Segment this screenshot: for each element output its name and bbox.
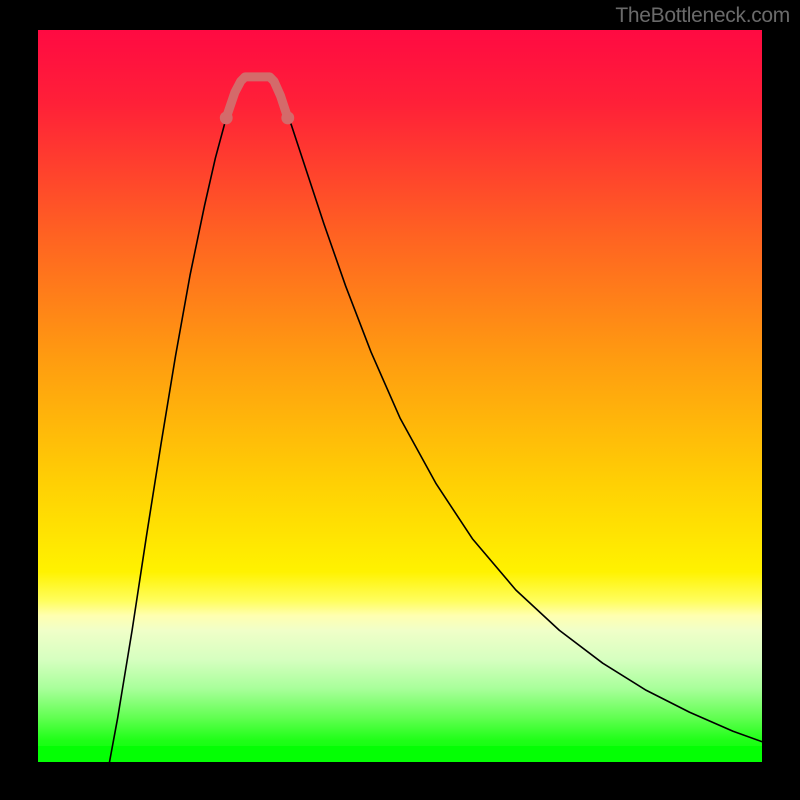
bottleneck-curve [107, 77, 762, 762]
optimal-range-endpoint [220, 111, 233, 124]
optimal-range-endpoint [281, 111, 294, 124]
watermark-text: TheBottleneck.com [615, 4, 790, 28]
chart-curve-layer [38, 30, 762, 762]
chart-outer-frame [0, 0, 800, 800]
optimal-range-marker [226, 77, 288, 118]
bottleneck-chart [38, 30, 762, 762]
